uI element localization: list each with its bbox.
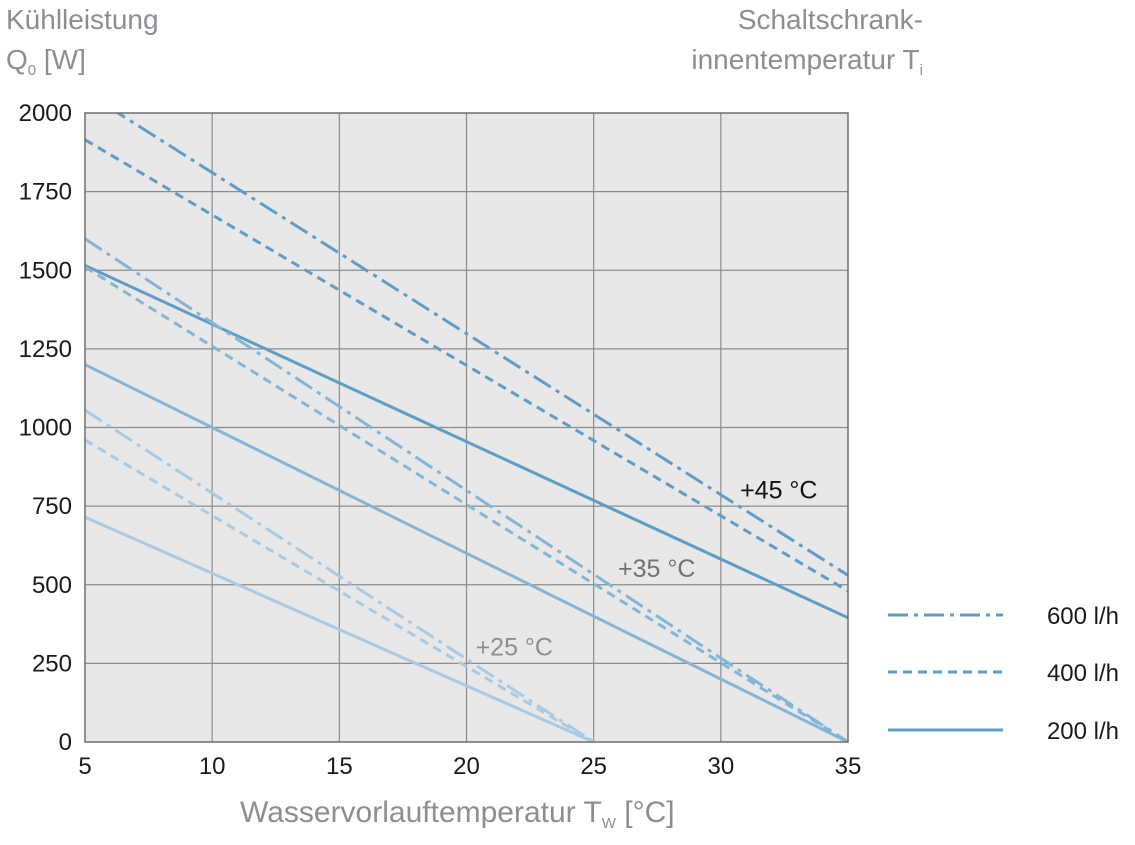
series-group-title-line-1: Schaltschrank-	[737, 4, 923, 35]
series-group-title-line-2: innentemperatur Ti	[691, 44, 923, 79]
y-tick-label: 1000	[19, 415, 72, 442]
y-axis-unit: [W]	[36, 44, 86, 75]
x-tick-label: 5	[78, 753, 91, 780]
legend-label: 600 l/h	[1047, 603, 1119, 630]
series-line	[85, 138, 848, 593]
x-tick-label: 15	[326, 753, 353, 780]
x-axis-label: Wasservorlauftemperatur TW [°C]	[240, 796, 675, 832]
x-tick-label: 10	[199, 753, 226, 780]
y-axis-symbol-subscript: 0	[27, 62, 37, 79]
legend-label: 400 l/h	[1047, 660, 1119, 687]
y-tick-label: 250	[32, 650, 72, 677]
series-line	[116, 113, 848, 577]
temperature-annotation: +45 °C	[740, 476, 817, 504]
y-tick-label: 1500	[19, 257, 72, 284]
y-axis-label-line-2: Q0 [W]	[6, 44, 86, 79]
y-tick-label: 2000	[19, 100, 72, 127]
legend-label: 200 l/h	[1047, 718, 1119, 745]
series-group-title-text: innentemperatur T	[691, 44, 920, 75]
x-axis-unit: [°C]	[615, 796, 675, 829]
series-line	[85, 237, 848, 742]
y-axis-symbol: Q	[6, 44, 28, 75]
series-line	[85, 438, 595, 742]
x-tick-label: 20	[453, 753, 480, 780]
x-tick-label: 25	[580, 753, 607, 780]
x-axis-label-subscript: W	[601, 815, 616, 832]
y-tick-label: 1750	[19, 179, 72, 206]
y-tick-label: 1250	[19, 336, 72, 363]
y-axis-label-line-1: Kühlleistung	[6, 4, 159, 35]
plot-frame	[84, 112, 849, 743]
y-tick-label: 500	[32, 572, 72, 599]
series-group-title-subscript: i	[919, 62, 923, 79]
y-tick-label: 0	[59, 729, 72, 756]
series-line	[85, 515, 595, 742]
temperature-annotation: +35 °C	[618, 555, 695, 583]
x-tick-label: 30	[707, 753, 734, 780]
x-axis-label-text: Wasservorlauftemperatur T	[240, 796, 602, 829]
y-tick-label: 750	[32, 493, 72, 520]
x-tick-label: 35	[835, 753, 862, 780]
series-line	[85, 363, 848, 742]
temperature-annotation: +25 °C	[476, 634, 553, 662]
series-line	[85, 408, 595, 742]
